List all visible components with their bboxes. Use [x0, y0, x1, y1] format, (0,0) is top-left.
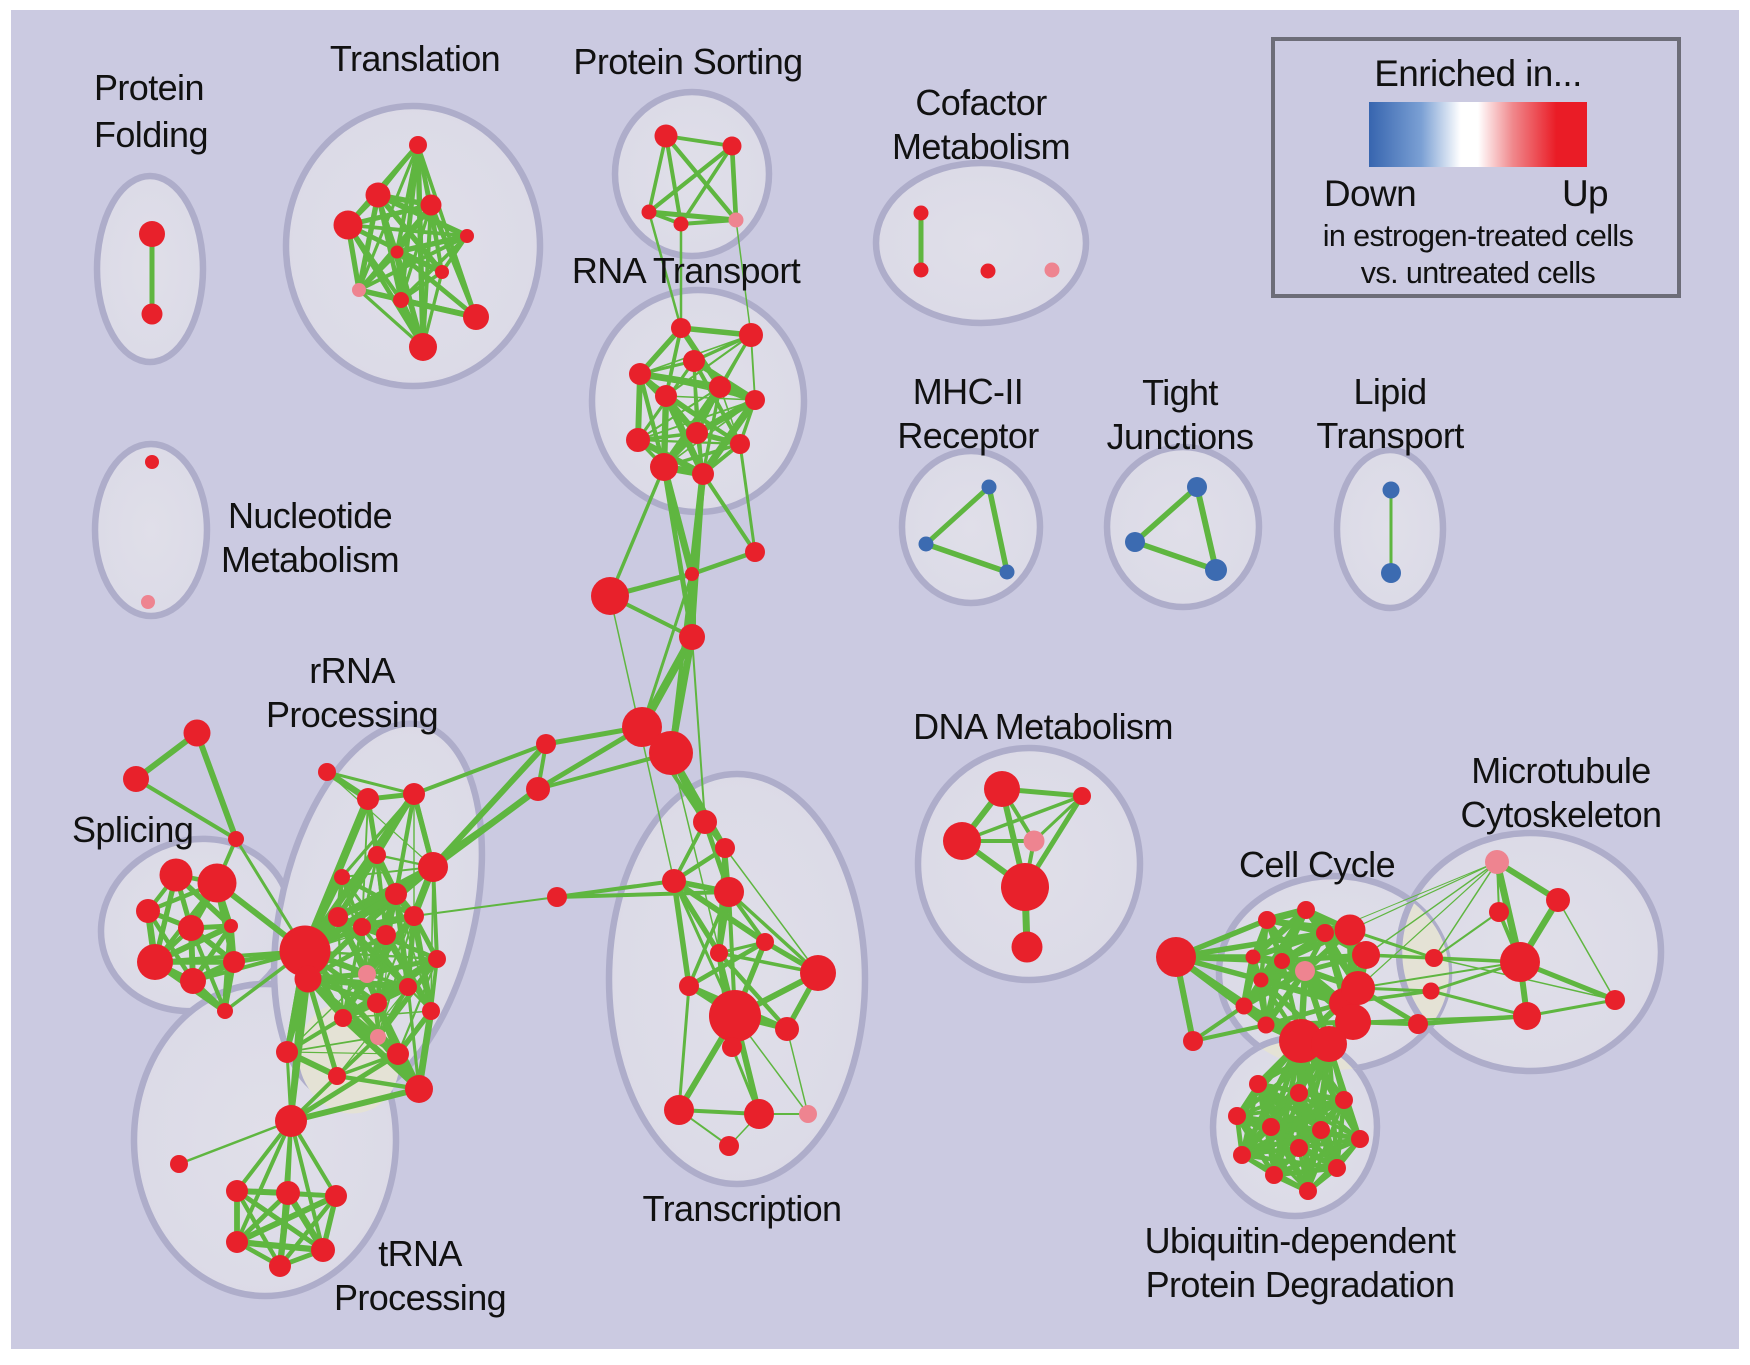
svg-text:Up: Up — [1562, 173, 1608, 214]
svg-text:tRNA: tRNA — [378, 1233, 462, 1274]
svg-text:Enriched in...: Enriched in... — [1374, 53, 1582, 94]
svg-text:Protein Sorting: Protein Sorting — [573, 41, 802, 82]
svg-text:Processing: Processing — [334, 1277, 506, 1318]
svg-text:Cell Cycle: Cell Cycle — [1239, 844, 1395, 885]
svg-text:MHC-II: MHC-II — [913, 371, 1023, 412]
svg-text:Nucleotide: Nucleotide — [228, 495, 392, 536]
svg-text:Splicing: Splicing — [72, 809, 193, 850]
svg-text:Receptor: Receptor — [897, 415, 1039, 456]
svg-text:Cofactor: Cofactor — [915, 82, 1047, 123]
svg-text:Metabolism: Metabolism — [892, 126, 1070, 167]
svg-text:DNA Metabolism: DNA Metabolism — [913, 706, 1173, 747]
svg-text:Lipid: Lipid — [1353, 371, 1426, 412]
svg-text:Ubiquitin-dependent: Ubiquitin-dependent — [1145, 1220, 1456, 1261]
svg-text:Microtubule: Microtubule — [1471, 750, 1650, 791]
svg-text:Junctions: Junctions — [1107, 416, 1254, 457]
svg-text:Protein Degradation: Protein Degradation — [1146, 1264, 1455, 1305]
svg-text:in estrogen-treated cells: in estrogen-treated cells — [1323, 219, 1634, 253]
svg-text:Folding: Folding — [94, 114, 208, 155]
svg-text:rRNA: rRNA — [309, 650, 395, 691]
svg-text:Translation: Translation — [330, 38, 500, 79]
svg-text:Metabolism: Metabolism — [221, 539, 399, 580]
svg-text:Protein: Protein — [94, 67, 204, 108]
svg-text:Cytoskeleton: Cytoskeleton — [1461, 794, 1662, 835]
svg-text:vs. untreated cells: vs. untreated cells — [1361, 256, 1596, 290]
svg-text:Tight: Tight — [1142, 372, 1218, 413]
svg-text:RNA Transport: RNA Transport — [572, 250, 801, 291]
svg-text:Transport: Transport — [1316, 415, 1464, 456]
svg-text:Processing: Processing — [266, 694, 438, 735]
svg-text:Down: Down — [1324, 173, 1416, 214]
svg-text:Transcription: Transcription — [643, 1188, 842, 1229]
